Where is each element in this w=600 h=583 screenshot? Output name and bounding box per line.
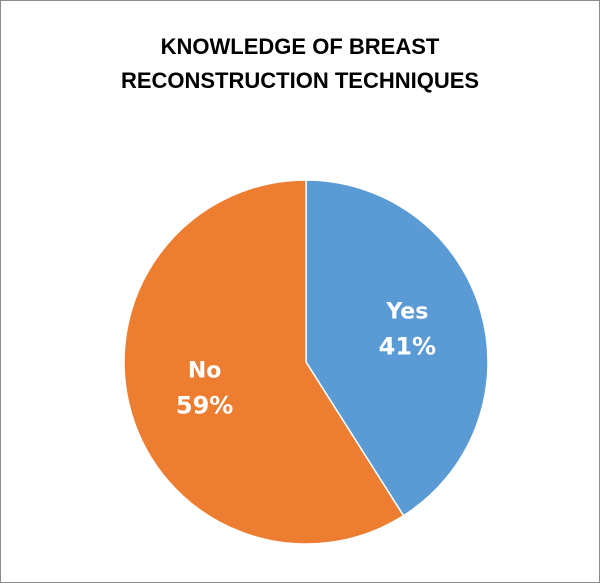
- pie-slice-yes: [305, 179, 489, 517]
- chart-title: KNOWLEDGE OF BREAST RECONSTRUCTION TECHN…: [0, 30, 600, 98]
- slice-label-yes: Yes: [385, 300, 428, 325]
- slice-value-no: 59%: [176, 391, 233, 419]
- chart-title-line-1: KNOWLEDGE OF BREAST: [160, 34, 440, 59]
- pie-slice-no: [123, 179, 405, 545]
- slice-label-no: No: [188, 358, 222, 383]
- slice-value-yes: 41%: [379, 333, 436, 361]
- chart-title-line-2: RECONSTRUCTION TECHNIQUES: [120, 68, 480, 93]
